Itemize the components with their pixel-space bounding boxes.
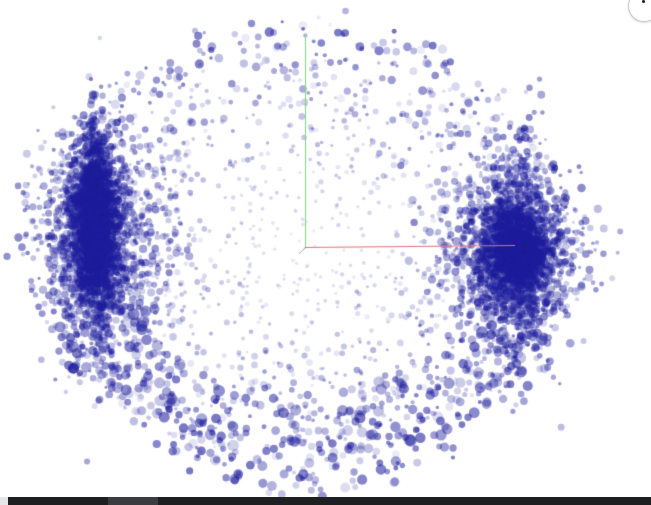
bottom-toolbar bbox=[0, 497, 651, 505]
corner-menu-button[interactable] bbox=[628, 0, 651, 22]
toolbar-tab[interactable] bbox=[108, 497, 158, 505]
menu-dot-icon bbox=[642, 0, 645, 3]
toolbar-accent bbox=[0, 497, 8, 505]
